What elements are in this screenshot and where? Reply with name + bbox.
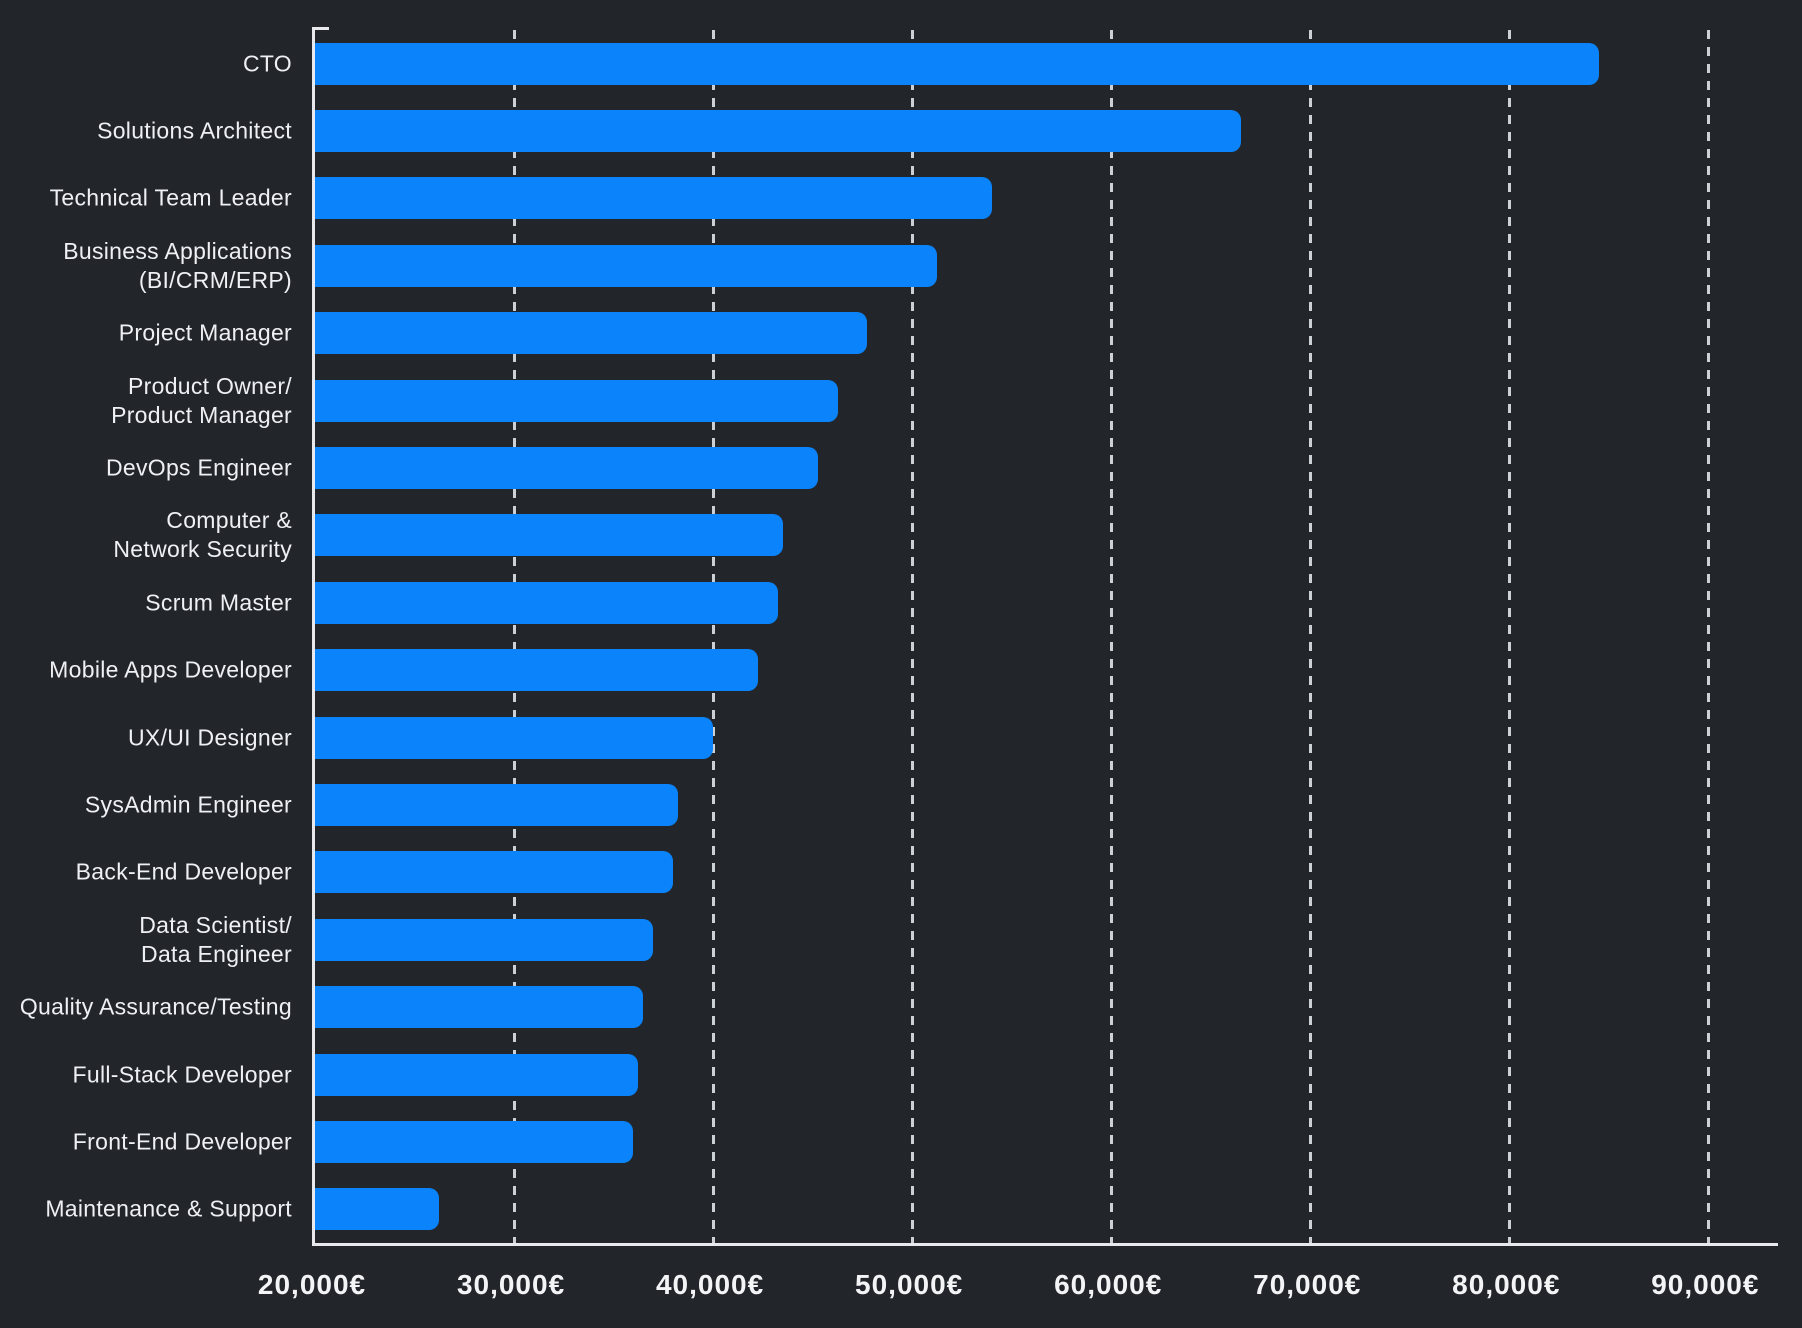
bar-row [315, 300, 1778, 367]
bar-row [315, 1041, 1778, 1108]
category-label: Computer & Network Security [113, 507, 292, 563]
category-label: Back-End Developer [75, 858, 292, 885]
bar [315, 312, 868, 355]
category-label: Mobile Apps Developer [49, 656, 292, 683]
category-label: Product Owner/Product Manager [111, 372, 292, 428]
bar-row [315, 1108, 1778, 1175]
bar [315, 1120, 634, 1163]
category-label: Quality Assurance/Testing [19, 993, 292, 1020]
category-label: Maintenance & Support [45, 1195, 292, 1222]
bar [315, 1188, 440, 1231]
x-tick-label: 90,000€ [1651, 1269, 1760, 1300]
gridline [910, 30, 914, 1243]
category-label: SysAdmin Engineer [84, 791, 292, 818]
x-tick-label: 70,000€ [1253, 1269, 1362, 1300]
bar [315, 918, 654, 961]
gridline [1109, 30, 1113, 1243]
bar-row [315, 232, 1778, 299]
category-label: Full-Stack Developer [72, 1061, 292, 1088]
category-label: Front-End Developer [72, 1128, 292, 1155]
bar [315, 716, 714, 759]
bar-row [315, 839, 1778, 906]
category-label: UX/UI Designer [128, 724, 292, 751]
bar-row [315, 97, 1778, 164]
bar [315, 42, 1599, 85]
category-label: Technical Team Leader [49, 184, 292, 211]
x-tick-label: 40,000€ [655, 1269, 765, 1300]
bar [315, 986, 644, 1029]
bar-row [315, 434, 1778, 501]
bar-row [315, 569, 1778, 636]
bar [315, 379, 838, 422]
gridline [1308, 30, 1312, 1243]
category-label: Business Applications (BI/CRM/ERP) [63, 237, 292, 293]
category-label: DevOps Engineer [105, 454, 292, 481]
bar [315, 1053, 639, 1096]
bar [315, 649, 758, 692]
gridline [711, 30, 715, 1243]
gridline [512, 30, 516, 1243]
bar-row [315, 502, 1778, 569]
gridline [1706, 30, 1710, 1243]
bar [315, 110, 1241, 153]
x-tick-label: 60,000€ [1054, 1269, 1163, 1300]
bar-row [315, 637, 1778, 704]
x-tick-label: 80,000€ [1452, 1269, 1561, 1300]
bar [315, 244, 938, 287]
bar-row [315, 1176, 1778, 1243]
x-tick-label: 20,000€ [257, 1269, 367, 1300]
bar [315, 851, 674, 894]
bar-row [315, 906, 1778, 973]
bar-row [315, 704, 1778, 771]
category-label: Scrum Master [145, 589, 292, 616]
plot-area [312, 27, 1778, 1246]
bar [315, 177, 992, 220]
x-tick-label: 30,000€ [456, 1269, 566, 1300]
category-label: Data Scientist/Data Engineer [139, 911, 292, 967]
bar-row [315, 973, 1778, 1040]
bar [315, 447, 818, 490]
gridline [1507, 30, 1511, 1243]
y-axis-top-cap [312, 27, 329, 30]
category-label: Solutions Architect [97, 117, 292, 144]
category-label: Project Manager [118, 319, 292, 346]
bar-row [315, 367, 1778, 434]
bar [315, 581, 778, 624]
bar-row [315, 165, 1778, 232]
bar-row [315, 771, 1778, 838]
x-tick-label: 50,000€ [855, 1269, 964, 1300]
bar [315, 514, 783, 557]
bar-row [315, 30, 1778, 97]
category-label: CTO [242, 50, 292, 77]
bar [315, 783, 679, 826]
